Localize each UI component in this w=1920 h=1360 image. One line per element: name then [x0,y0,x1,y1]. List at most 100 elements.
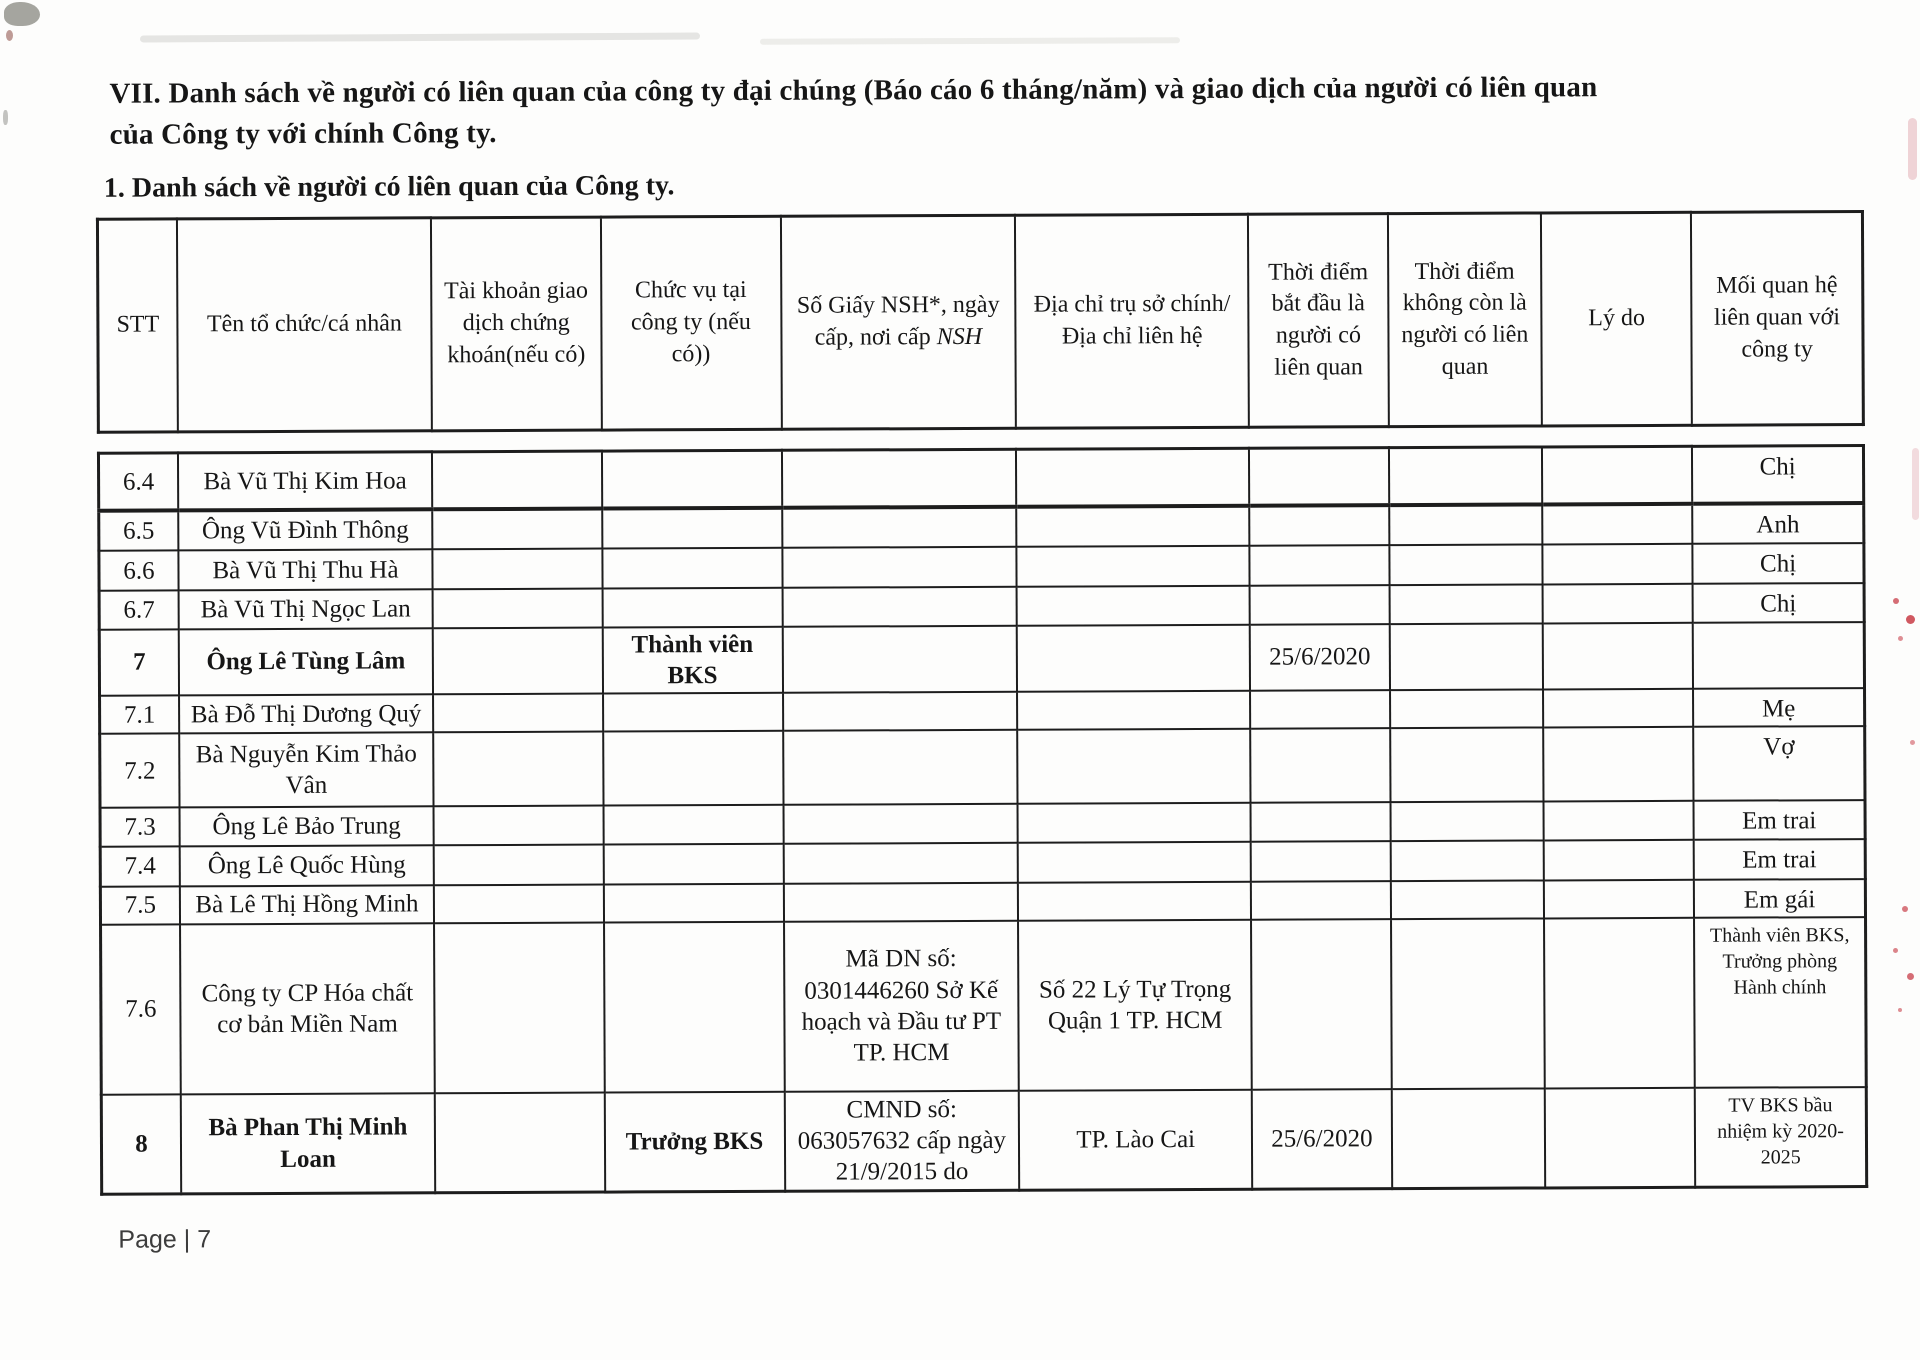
cell-nsh: Mã DN số: 0301446260 Sở Kế hoạch và Đầu … [783,920,1020,1092]
cell-stt: 8 [101,1094,182,1195]
cell-relation: Em trai [1693,800,1866,840]
cell-nsh [782,730,1018,806]
cell-position [602,731,784,807]
cell-name: Bà Đỗ Thị Dương Quý [178,694,434,734]
cell-reason [1543,688,1694,728]
cell-start [1250,802,1391,842]
cell-position [601,548,783,590]
cell-end [1389,727,1544,803]
cell-reason [1543,727,1694,802]
cell-relation: Em gái [1694,878,1866,918]
list-subheading: 1. Danh sách về người có liên quan của C… [103,170,675,205]
cell-relation: Thành viên BKS, Trưởng phòng Hành chính [1694,916,1867,1088]
cell-address [1017,841,1252,883]
cell-account [432,509,602,550]
cell-stt: 7.6 [100,924,181,1095]
column-header: Địa chỉ trụ sở chính/ Địa chỉ liên hệ [1015,214,1250,429]
cell-name: Bà Nguyễn Kim Thảo Vân [179,732,434,808]
cell-stt: 6.6 [98,550,179,592]
cell-address [1016,586,1250,626]
table-row: 7.2 Bà Nguyễn Kim Thảo Vân Vợ [99,726,1866,809]
cell-account [434,1092,605,1194]
cell-nsh [781,449,1017,509]
cell-address [1018,881,1252,921]
cell-end [1389,584,1543,624]
cell-start [1250,690,1390,730]
cell-relation: Anh [1692,503,1864,545]
cell-nsh [781,547,1017,589]
cell-name: Ông Lê Tùng Lâm [178,627,434,696]
column-header-label: Địa chỉ trụ sở chính/ Địa chỉ liên hệ [1033,291,1231,350]
column-header-label: Lý do [1588,305,1645,332]
table-header-row: STT Tên tổ chức/cá nhân Tài khoản giao dịc… [97,211,1864,433]
cell-reason [1543,801,1694,841]
cell-stt: 7.5 [100,886,180,925]
cell-account [433,806,604,845]
cell-stt: 7 [99,629,179,696]
cell-end [1390,840,1545,881]
cell-stt: 6.5 [98,510,179,552]
cell-relation: Chị [1692,543,1865,585]
cell-address [1017,729,1251,805]
cell-end [1389,689,1544,729]
cell-start: 25/6/2020 [1251,1089,1392,1190]
cell-address [1017,690,1251,731]
cell-address [1017,803,1251,843]
cell-position [603,883,784,923]
related-persons-table-header: STT Tên tổ chức/cá nhân Tài khoản giao dịc… [95,209,1865,434]
cell-start [1251,880,1391,920]
cell-nsh [783,804,1018,844]
cell-start: 25/6/2020 [1249,623,1390,691]
cell-address [1016,624,1251,692]
cell-end [1388,504,1543,546]
cell-position: Thành viên BKS [602,626,783,694]
cell-position [603,805,784,845]
cell-name: Bà Lê Thị Hồng Minh [179,884,435,925]
column-header-label: Chức vụ tại công ty (nếu có)) [630,277,751,368]
column-header-label: Thời điểm không còn là người có liên qua… [1401,258,1529,380]
cell-name: Bà Phan Thị Minh Loan [180,1093,436,1195]
cell-reason [1542,622,1694,690]
cell-position [601,450,782,510]
cell-end [1391,1088,1546,1190]
page-number: Page | 7 [118,1225,212,1255]
cell-address: TP. Lào Cai [1019,1089,1253,1191]
cell-nsh [782,691,1018,732]
cell-reason [1544,1087,1696,1189]
column-header: Tên tổ chức/cá nhân [176,217,432,432]
cell-stt: 7.4 [100,846,180,887]
cell-relation: Chị [1692,445,1864,505]
table-row: 7 Ông Lê Tùng Lâm Thành viên BKS 25/6/2020 [99,621,1865,696]
cell-stt: 7.3 [100,807,180,847]
cell-address: Số 22 Lý Tự Trọng Quận 1 TP. HCM [1018,919,1252,1091]
table-row: 8 Bà Phan Thị Minh Loan Trưởng BKS CMND số:… [101,1086,1867,1195]
cell-nsh [783,882,1019,922]
cell-end [1390,801,1544,841]
cell-nsh: CMND số: 063057632 cấp ngày 21/9/2015 do [784,1090,1020,1192]
cell-account [432,451,602,510]
column-header: Số Giấy NSH*, ngày cấp, nơi cấp NSH [780,215,1017,430]
cell-end [1388,446,1543,506]
column-header: Lý do [1541,212,1693,426]
cell-start [1250,728,1391,804]
cell-start [1249,505,1390,547]
cell-nsh [781,507,1017,549]
cell-start [1249,447,1389,507]
cell-position: Trưởng BKS [604,1091,785,1193]
cell-stt: 7.2 [99,733,180,809]
cell-relation: Em trai [1693,838,1866,880]
cell-start [1250,840,1391,882]
cell-account [432,549,603,590]
document-page: VII. Danh sách về người có liên quan của… [95,71,1869,1255]
cell-name: Ông Vũ Đình Thông [178,509,433,551]
column-header: STT [97,218,178,433]
column-header-label: Tên tổ chức/cá nhân [206,310,402,338]
cell-name: Bà Vũ Thị Kim Hoa [177,451,433,511]
cell-reason [1542,504,1693,545]
cell-position [601,508,782,550]
cell-stt: 7.1 [99,695,180,735]
cell-account [434,922,605,1094]
cell-position [602,588,783,628]
cell-reason [1544,879,1695,919]
cell-reason [1542,544,1693,585]
